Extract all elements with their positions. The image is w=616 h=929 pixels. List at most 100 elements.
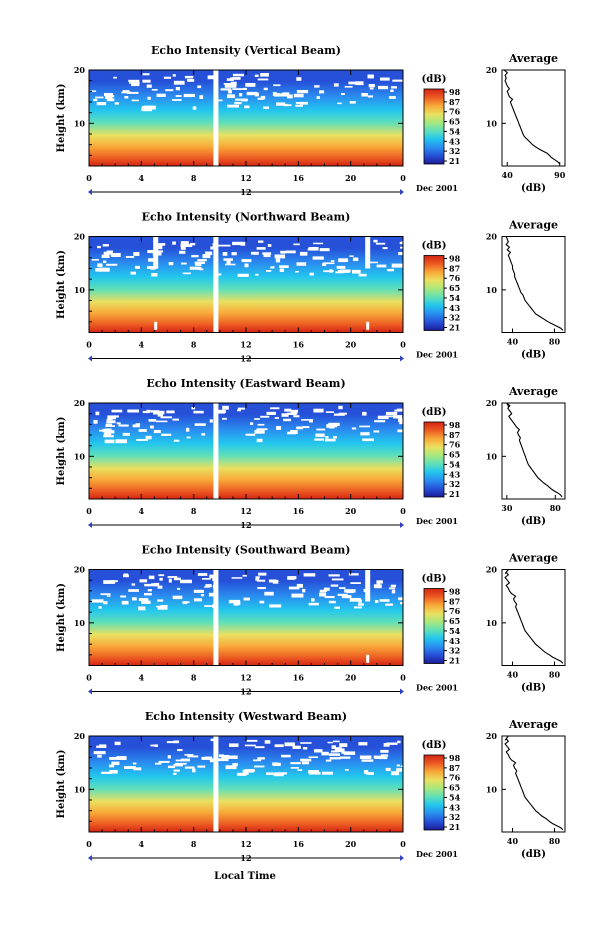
chart-title: Echo Intensity (Northward Beam) bbox=[142, 211, 351, 224]
date-line-right-arrow bbox=[400, 688, 404, 695]
profile-line bbox=[505, 236, 564, 331]
profile-title: Average bbox=[508, 552, 558, 565]
colorbar-tick-label: 43 bbox=[449, 469, 461, 479]
y-tick-label: 20 bbox=[74, 565, 86, 575]
colorbar-tick-label: 54 bbox=[449, 126, 461, 136]
profile-frame bbox=[501, 236, 566, 333]
date-line-right-arrow bbox=[400, 355, 404, 362]
colorbar-unit: (dB) bbox=[422, 241, 447, 252]
date-line-right-arrow bbox=[400, 522, 404, 528]
colorbar-tick-label: 32 bbox=[449, 479, 460, 489]
date-label: 12 bbox=[240, 354, 251, 364]
beam-panel-4: Echo Intensity (Westward Beam) 0 4 8 12 16 20 0… bbox=[56, 710, 566, 863]
colorbar-tick-label: 43 bbox=[449, 636, 461, 646]
colorbar-tick-label: 43 bbox=[449, 802, 461, 812]
heatmap-body bbox=[89, 403, 403, 499]
y-tick-label: 20 bbox=[74, 65, 86, 75]
x-tick-label: 8 bbox=[191, 506, 197, 516]
colorbar-tick-label: 54 bbox=[449, 626, 461, 636]
colorbar bbox=[423, 255, 445, 331]
colorbar-tick-label: 65 bbox=[449, 783, 460, 793]
y-tick-label: 10 bbox=[74, 618, 86, 628]
profile-y-tick-label: 20 bbox=[486, 65, 498, 75]
y-tick-label: 10 bbox=[74, 285, 86, 295]
profile-x-label: (dB) bbox=[521, 183, 546, 194]
x-tick-label: 20 bbox=[345, 839, 357, 849]
colorbar-tick-label: 76 bbox=[449, 273, 461, 283]
x-tick-label: 4 bbox=[139, 839, 145, 849]
colorbar-tick-label: 76 bbox=[449, 773, 461, 783]
x-tick-label: 0 bbox=[86, 506, 92, 516]
profile-y-tick-label: 10 bbox=[486, 285, 498, 295]
profile-x-label: (dB) bbox=[521, 516, 546, 527]
y-tick-label: 10 bbox=[74, 118, 86, 128]
date-label: 12 bbox=[240, 520, 251, 530]
colorbar bbox=[423, 88, 445, 165]
data-gap-0 bbox=[213, 736, 219, 832]
profile-y-tick-label: 20 bbox=[486, 565, 498, 575]
date-line-left-arrow bbox=[88, 855, 92, 861]
colorbar-tick-label: 98 bbox=[449, 587, 461, 597]
date-label: 12 bbox=[240, 187, 251, 197]
profile-x-tick-label: 40 bbox=[507, 337, 519, 347]
x-tick-label: 20 bbox=[345, 506, 357, 516]
x-tick-label: 16 bbox=[293, 839, 305, 849]
data-gap-1 bbox=[365, 569, 371, 602]
colorbar-tick-label: 87 bbox=[449, 596, 460, 606]
date-suffix: Dec 2001 bbox=[416, 350, 458, 360]
x-tick-label: 4 bbox=[139, 506, 145, 516]
colorbar-tick-label: 65 bbox=[449, 616, 460, 626]
x-tick-label: 0 bbox=[86, 839, 92, 849]
x-tick-label: 20 bbox=[345, 173, 357, 183]
x-tick-label: 0 bbox=[400, 673, 406, 683]
profile-title: Average bbox=[508, 718, 558, 731]
colorbar-tick-label: 98 bbox=[449, 87, 461, 97]
x-tick-label: 4 bbox=[139, 340, 145, 350]
profile-line bbox=[504, 569, 564, 664]
heatmap-body bbox=[89, 236, 403, 333]
colorbar-tick-label: 32 bbox=[449, 313, 460, 323]
colorbar-tick-label: 87 bbox=[449, 97, 460, 107]
colorbar-tick-label: 21 bbox=[449, 822, 460, 832]
profile-frame bbox=[501, 569, 566, 666]
x-axis-label: Local Time bbox=[214, 871, 276, 882]
profile-y-tick-label: 10 bbox=[486, 784, 498, 794]
colorbar-tick-label: 87 bbox=[449, 263, 460, 273]
colorbar-tick-label: 65 bbox=[449, 450, 460, 460]
x-tick-label: 8 bbox=[191, 340, 197, 350]
beam-panel-0: Echo Intensity (Vertical Beam) 0 4 8 12 16 20 0… bbox=[56, 44, 566, 197]
x-tick-label: 12 bbox=[240, 506, 251, 516]
data-gap-2 bbox=[365, 236, 371, 269]
x-tick-label: 8 bbox=[191, 839, 197, 849]
missing-data-speckle bbox=[93, 405, 408, 444]
profile-line bbox=[506, 402, 563, 498]
missing-data-speckle bbox=[91, 572, 410, 611]
x-tick-label: 16 bbox=[293, 173, 305, 183]
profile-x-label: (dB) bbox=[521, 350, 546, 361]
chart-title: Echo Intensity (Westward Beam) bbox=[145, 710, 347, 723]
beam-panel-3: Echo Intensity (Southward Beam) 0 4 8 12 16 20… bbox=[56, 544, 566, 697]
profile-x-tick-label: 80 bbox=[549, 836, 561, 846]
y-tick-label: 20 bbox=[74, 398, 86, 408]
data-gap-1 bbox=[213, 236, 219, 333]
colorbar-unit: (dB) bbox=[422, 740, 447, 751]
date-label: 12 bbox=[240, 853, 251, 863]
profile-x-tick-label: 40 bbox=[507, 836, 519, 846]
missing-data-speckle bbox=[91, 239, 412, 277]
y-axis-label: Height (km) bbox=[56, 583, 67, 652]
colorbar-tick-label: 32 bbox=[449, 812, 460, 822]
y-tick-label: 20 bbox=[74, 731, 86, 741]
x-tick-label: 20 bbox=[345, 340, 357, 350]
profile-x-label: (dB) bbox=[521, 849, 546, 860]
profile-title: Average bbox=[508, 219, 558, 232]
x-tick-label: 0 bbox=[86, 173, 92, 183]
y-tick-label: 10 bbox=[74, 451, 86, 461]
colorbar-tick-label: 43 bbox=[449, 136, 461, 146]
colorbar-tick-label: 32 bbox=[449, 146, 460, 156]
data-gap-low-2 bbox=[366, 321, 370, 330]
x-tick-label: 0 bbox=[86, 340, 92, 350]
colorbar-tick-label: 98 bbox=[449, 254, 461, 264]
colorbar-tick-label: 76 bbox=[449, 440, 461, 450]
data-gap-low-0 bbox=[154, 321, 158, 330]
